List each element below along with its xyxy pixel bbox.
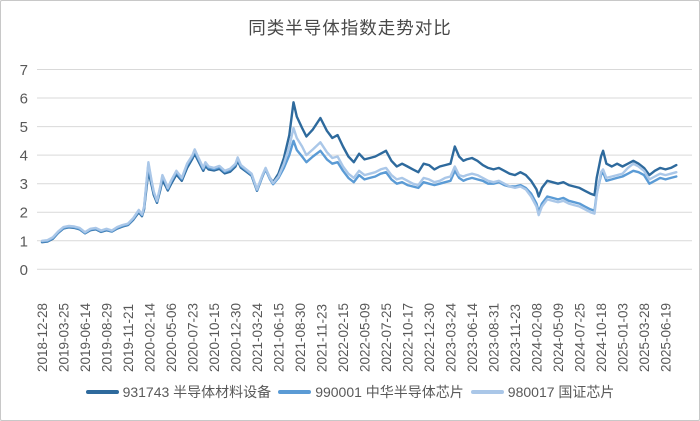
x-tick-label: 2024-07-25 <box>573 303 588 372</box>
y-tick-label: 6 <box>20 91 28 108</box>
x-tick-label: 2024-10-18 <box>594 303 609 372</box>
x-tick-label: 2024-05-09 <box>551 303 566 372</box>
x-tick-label: 2020-07-23 <box>186 303 201 372</box>
y-tick-label: 3 <box>20 176 28 193</box>
x-tick-label: 2021-03-24 <box>250 302 265 372</box>
x-tick-label: 2020-02-14 <box>143 302 158 372</box>
legend-swatch-980017 <box>470 390 504 394</box>
x-tick-label: 2022-07-25 <box>379 303 394 372</box>
legend-item-990001: 990001 中华半导体芯片 <box>278 382 464 402</box>
y-tick-label: 4 <box>20 148 28 165</box>
x-tick-label: 2023-03-24 <box>444 302 459 372</box>
x-tick-label: 2023-08-31 <box>487 303 502 372</box>
x-tick-label: 2025-03-28 <box>637 303 652 372</box>
legend-label: 931743 半导体材料设备 <box>122 384 272 400</box>
x-tick-label: 2023-11-23 <box>508 304 523 372</box>
legend-label: 980017 国证芯片 <box>507 384 615 400</box>
x-tick-label: 2020-10-15 <box>207 303 222 372</box>
x-tick-label: 2019-06-14 <box>78 302 93 372</box>
x-tick-label: 2021-06-15 <box>272 303 287 372</box>
x-tick-label: 2024-02-08 <box>530 303 545 372</box>
legend-swatch-931743 <box>85 390 119 394</box>
y-tick-label: 5 <box>20 119 28 136</box>
x-tick-label: 2023-06-14 <box>465 302 480 372</box>
x-tick-label: 2022-12-30 <box>422 303 437 372</box>
x-tick-label: 2022-02-15 <box>336 303 351 372</box>
y-tick-label: 7 <box>20 62 28 79</box>
x-tick-label: 2021-08-30 <box>293 303 308 372</box>
x-tick-label: 2018-12-28 <box>35 303 50 372</box>
x-tick-label: 2019-08-29 <box>100 303 115 372</box>
x-tick-label: 2022-10-17 <box>401 303 416 372</box>
x-tick-label: 2025-06-19 <box>659 303 674 372</box>
x-tick-label: 2020-12-30 <box>229 303 244 372</box>
x-tick-label: 2021-11-23 <box>315 304 330 372</box>
legend-swatch-990001 <box>278 390 312 394</box>
y-tick-label: 2 <box>20 205 28 222</box>
legend-item-980017: 980017 国证芯片 <box>470 382 615 402</box>
series-line-980017 <box>40 126 678 243</box>
x-tick-label: 2025-01-03 <box>616 303 631 372</box>
y-tick-label: 1 <box>20 233 28 250</box>
x-tick-label: 2022-05-09 <box>358 303 373 372</box>
x-tick-label: 2019-03-25 <box>57 303 72 372</box>
legend-item-931743: 931743 半导体材料设备 <box>85 382 272 402</box>
chart-title: 同类半导体指数走势对比 <box>248 18 452 38</box>
legend-label: 990001 中华半导体芯片 <box>315 384 464 400</box>
y-tick-label: 0 <box>20 262 28 279</box>
legend: 931743 半导体材料设备 990001 中华半导体芯片 980017 国证芯片 <box>1 381 699 403</box>
x-tick-label: 2020-05-06 <box>164 303 179 372</box>
series-line-990001 <box>40 139 678 243</box>
x-tick-label: 2019-11-21 <box>121 304 136 372</box>
